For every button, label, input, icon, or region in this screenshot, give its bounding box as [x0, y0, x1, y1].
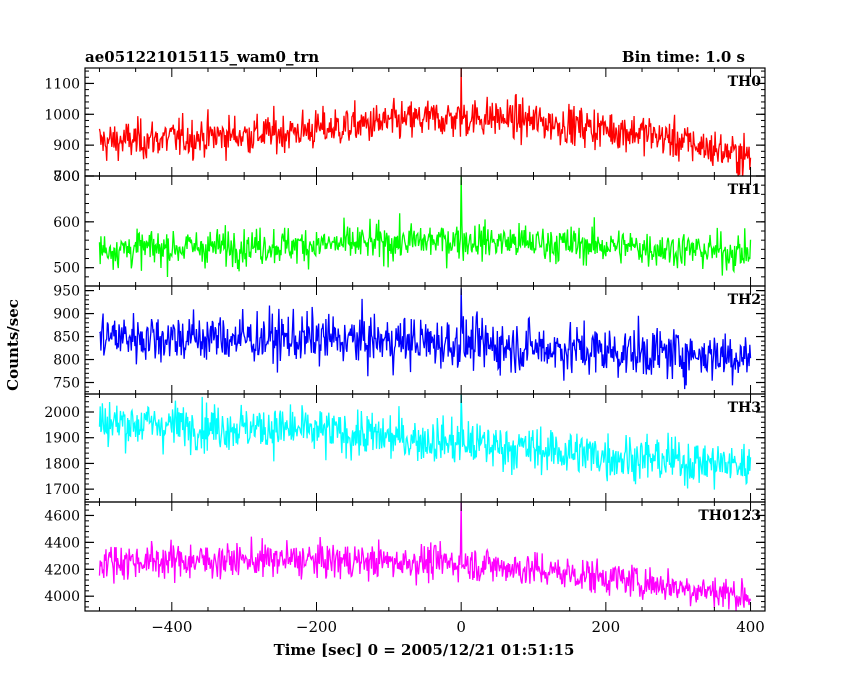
y-tick-label: 4600 — [44, 508, 80, 524]
series-line-th1 — [98, 176, 752, 277]
y-tick-label: 1100 — [44, 76, 80, 92]
panel-label-th1: TH1 — [728, 182, 761, 198]
y-tick-label: 1900 — [44, 431, 80, 447]
panel-label-th0: TH0 — [728, 74, 762, 90]
y-tick-label: 750 — [53, 376, 80, 392]
panel-th2: 750 800 850 900 950 TH2 — [53, 284, 766, 395]
y-tick-label: 800 — [53, 353, 80, 369]
y-tick-label: 900 — [53, 307, 80, 323]
series-line-th3 — [98, 394, 752, 490]
panel-label-th2: TH2 — [728, 292, 761, 308]
y-tick-label: 900 — [53, 138, 80, 154]
series-line-th0123 — [98, 502, 752, 611]
x-tick-label: 400 — [736, 618, 765, 636]
panel-th1: 500 600 700 TH1 — [53, 169, 766, 287]
series-line-th0 — [98, 68, 752, 176]
y-tick-label: 500 — [53, 261, 80, 277]
y-tick-label: 850 — [53, 330, 80, 346]
y-tick-label: 700 — [53, 169, 80, 185]
x-tick-label: 200 — [592, 618, 621, 636]
series-line-th2 — [99, 288, 752, 390]
panel-th3: 1700 1800 1900 2000 TH3 — [44, 393, 766, 503]
y-tick-label: 950 — [53, 284, 80, 300]
panel-label-th0123: TH0123 — [698, 508, 761, 524]
y-tick-label: 600 — [53, 215, 80, 231]
bin-time-label: Bin time: 1.0 s — [622, 48, 745, 66]
panel-label-th3: TH3 — [728, 400, 761, 416]
panel-th0: 800 900 1000 1100 TH0 — [44, 67, 766, 185]
x-axis-label: Time [sec] 0 = 2005/12/21 01:51:15 — [274, 641, 575, 659]
panel-frame — [84, 175, 766, 287]
y-tick-label: 2000 — [44, 405, 80, 421]
x-tick-label: 0 — [456, 618, 466, 636]
x-tick-label: −200 — [296, 618, 337, 636]
figure-title: ae051221015115_wam0_trn — [85, 48, 319, 66]
panels: 800 900 1000 1100 TH0 500 600 700 TH1 750 800 850 90… — [44, 67, 766, 636]
y-tick-label: 4400 — [44, 535, 80, 551]
y-tick-label: 1700 — [44, 482, 80, 498]
y-axis-label: Counts/sec — [4, 299, 22, 391]
x-tick-label: −400 — [151, 618, 192, 636]
panel-th0123: 4000 4200 4400 4600 TH0123 — [44, 501, 766, 612]
y-tick-label: 1800 — [44, 456, 80, 472]
y-tick-label: 4000 — [44, 589, 80, 605]
y-tick-label: 4200 — [44, 562, 80, 578]
y-tick-label: 800 — [53, 169, 80, 185]
panel-frame — [84, 67, 766, 177]
y-tick-label: 1000 — [44, 107, 80, 123]
